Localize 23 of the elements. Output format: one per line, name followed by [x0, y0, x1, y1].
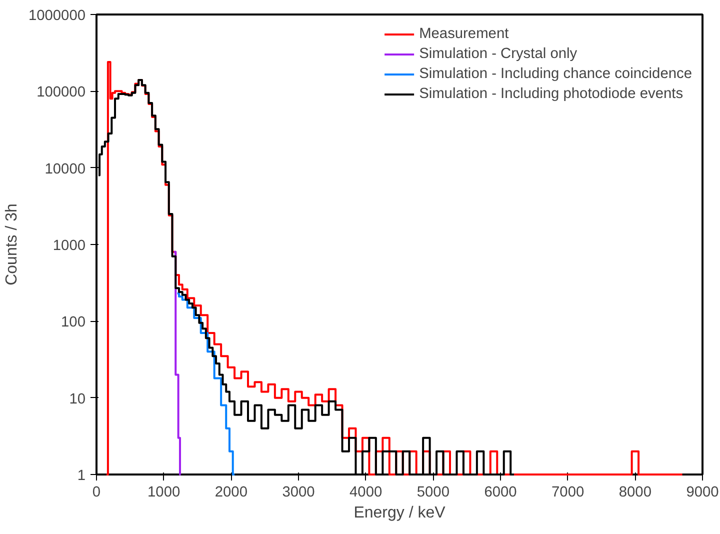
x-tick-label: 3000 [282, 484, 315, 500]
legend-label: Measurement [419, 26, 509, 42]
x-tick-label: 0 [92, 484, 101, 500]
y-tick-label: 10000 [44, 161, 86, 178]
y-tick-label: 10 [69, 391, 86, 408]
y-tick-label: 100000 [36, 84, 86, 101]
legend-label: Simulation - Crystal only [419, 46, 578, 62]
x-tick-label: 2000 [214, 484, 248, 500]
x-tick-label: 9000 [686, 484, 719, 500]
x-tick-label: 6000 [484, 484, 517, 500]
y-tick-label: 1000 [52, 238, 86, 254]
y-axis-title: Counts / 3h [3, 204, 20, 286]
x-tick-label: 5000 [416, 484, 450, 500]
x-tick-label: 4000 [350, 484, 382, 500]
x-tick-label: 8000 [618, 484, 652, 500]
legend-label: Simulation - Including photodiode events [419, 86, 684, 102]
y-tick-label: 100 [61, 314, 86, 331]
x-tick-label: 7000 [552, 484, 584, 500]
x-tick-label: 1000 [148, 484, 180, 500]
x-axis-title: Energy / keV [354, 504, 446, 522]
y-tick-label: 1 [77, 468, 86, 484]
y-tick-label: 1000000 [28, 8, 86, 24]
legend-label: Simulation - Including chance coincidence [419, 66, 692, 82]
